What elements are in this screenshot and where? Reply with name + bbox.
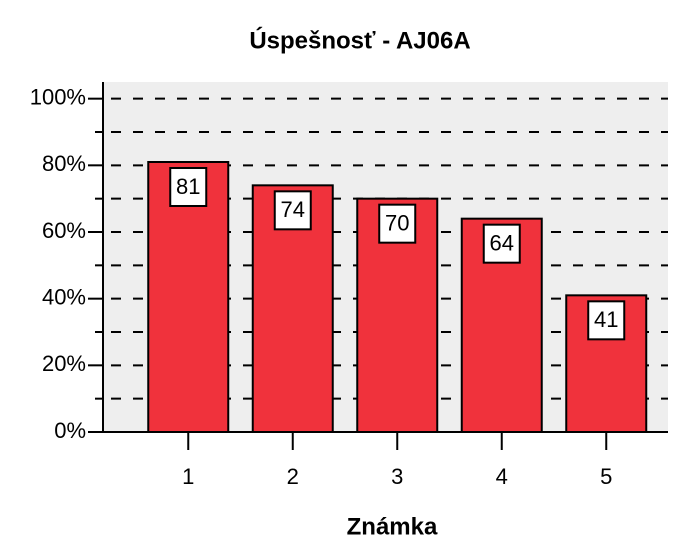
data-label: 64	[490, 230, 514, 255]
data-label-box	[273, 190, 312, 231]
data-label: 70	[385, 210, 409, 235]
x-tick-label: 1	[182, 464, 194, 489]
y-tick-label: 80%	[42, 151, 86, 176]
data-label-box	[587, 300, 626, 341]
y-tick-label: 20%	[42, 351, 86, 376]
data-label: 81	[176, 174, 200, 199]
bar	[356, 197, 439, 433]
x-tick-label: 3	[391, 464, 403, 489]
data-label: 74	[281, 197, 305, 222]
y-tick-label: 0%	[54, 418, 86, 443]
x-tick-label: 4	[496, 464, 508, 489]
y-tick-label: 40%	[42, 284, 86, 309]
data-label-box	[482, 223, 521, 264]
x-tick-label: 5	[600, 464, 612, 489]
data-label-box	[169, 167, 208, 207]
data-label: 41	[594, 307, 618, 332]
y-tick-label: 60%	[42, 218, 86, 243]
chart-title: Úspešnosť - AJ06A	[249, 26, 470, 54]
data-label-box	[378, 203, 417, 244]
x-axis-title: Známka	[347, 513, 438, 540]
x-tick-label: 2	[287, 464, 299, 489]
y-tick-label: 100%	[30, 84, 86, 109]
